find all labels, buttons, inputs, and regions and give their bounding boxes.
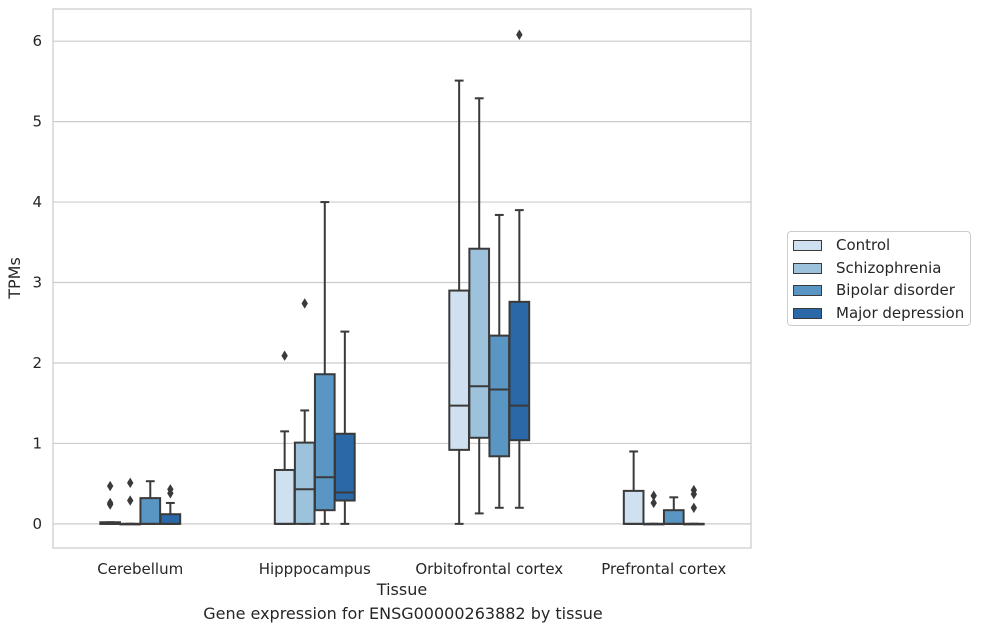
- outlier-point: [127, 477, 134, 489]
- legend-label-schizophrenia: Schizophrenia: [836, 259, 942, 277]
- y-tick-label: 2: [32, 354, 42, 372]
- outlier-point: [650, 490, 657, 501]
- outlier-point: [106, 497, 114, 509]
- outlier-point: [690, 502, 698, 513]
- legend-item-control: Control: [793, 234, 890, 256]
- x-tick-label: Hipppocampus: [259, 560, 371, 578]
- box-iqr: [159, 513, 182, 525]
- legend-swatch-bipolar-disorder: [793, 284, 822, 296]
- outlier-point: [516, 29, 523, 40]
- outlier-point: [281, 350, 288, 361]
- x-tick-label: Cerebellum: [97, 560, 183, 578]
- box-bipolar-disorder-prefrontal-cortex: [662, 496, 685, 525]
- x-tick-label: Prefrontal cortex: [601, 560, 726, 578]
- legend-swatch-control: [793, 239, 822, 251]
- outlier-point: [106, 480, 114, 492]
- legend-item-bipolar-disorder: Bipolar disorder: [793, 279, 955, 301]
- y-tick-label: 5: [32, 113, 42, 131]
- box-iqr: [313, 373, 336, 512]
- x-axis-ticks: Cerebellum Hipppocampus Orbitofrontal cort…: [97, 560, 726, 578]
- legend-swatch-major-depression: [793, 307, 822, 319]
- legend-item-major-depression: Major depression: [793, 302, 964, 324]
- outlier-point: [167, 484, 174, 495]
- y-tick-label: 3: [32, 274, 42, 292]
- legend-label-bipolar-disorder: Bipolar disorder: [836, 281, 955, 299]
- box-control-hipppocampus: [273, 350, 296, 525]
- box-bipolar-disorder-cerebellum: [139, 480, 162, 525]
- y-tick-label: 6: [32, 32, 42, 50]
- box-iqr: [488, 334, 511, 458]
- legend-label-major-depression: Major depression: [836, 304, 965, 322]
- outlier-point: [690, 484, 698, 496]
- x-tick-label: Orbitofrontal cortex: [415, 560, 563, 578]
- x-axis-title: Tissue: [376, 580, 427, 599]
- box-iqr: [448, 289, 470, 451]
- plot-area: [52, 8, 752, 549]
- y-axis-title: TPMs: [5, 257, 24, 300]
- outlier-point: [301, 298, 308, 309]
- box-iqr: [273, 468, 296, 525]
- box-iqr: [139, 497, 162, 525]
- y-tick-label: 4: [32, 193, 42, 211]
- chart-caption: Gene expression for ENSG00000263882 by t…: [203, 604, 603, 623]
- box-major-depression-orbitofrontal-cortex: [508, 29, 531, 509]
- legend: Control Schizophrenia Bipolar disorder M…: [787, 231, 971, 326]
- outlier-point: [127, 495, 134, 506]
- box-iqr: [508, 300, 531, 442]
- box-iqr: [662, 509, 685, 525]
- box-iqr: [293, 441, 316, 525]
- box-control-prefrontal-cortex: [622, 450, 645, 525]
- box-major-depression-hipppocampus: [334, 330, 356, 525]
- legend-label-control: Control: [836, 236, 891, 254]
- y-tick-label: 0: [32, 515, 42, 533]
- y-axis-ticks: 0 1 2 3 4 5 6: [32, 32, 42, 533]
- y-tick-label: 1: [32, 434, 42, 452]
- box-major-depression-cerebellum: [159, 484, 182, 525]
- boxes: [99, 29, 705, 526]
- legend-swatch-schizophrenia: [793, 262, 822, 274]
- box-iqr: [334, 432, 356, 502]
- legend-item-schizophrenia: Schizophrenia: [793, 257, 941, 279]
- box-iqr: [468, 247, 491, 439]
- box-major-depression-prefrontal-cortex: [683, 484, 705, 526]
- box-iqr: [622, 489, 645, 525]
- outlier-point: [650, 497, 657, 509]
